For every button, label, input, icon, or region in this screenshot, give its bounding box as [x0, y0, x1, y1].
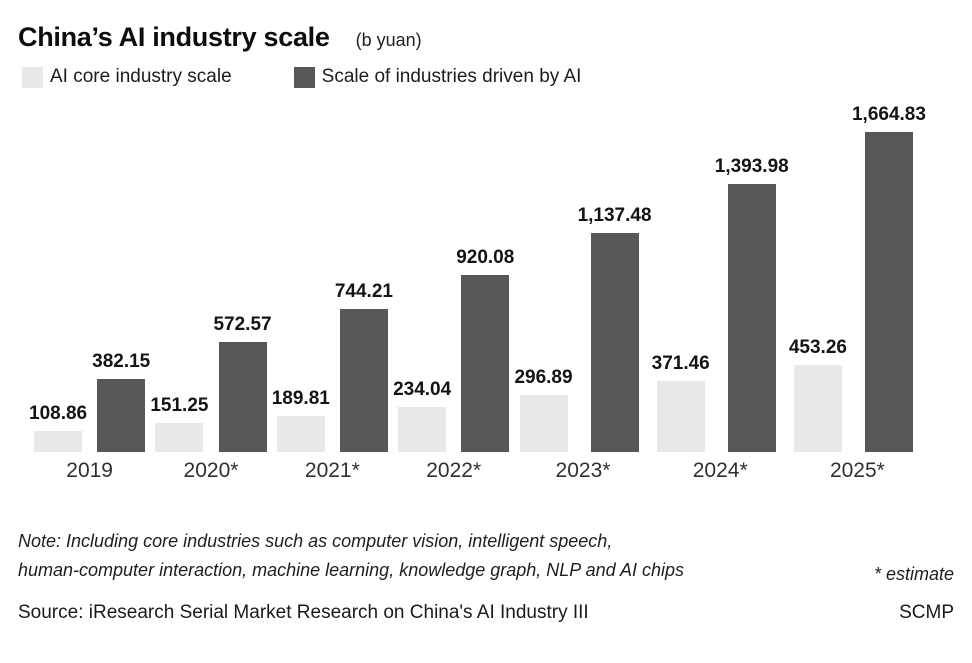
bar-driven: [339, 309, 388, 452]
bar-driven: [218, 342, 267, 452]
bar-value-label: 1,664.83: [851, 104, 926, 125]
bar-column-core: 371.46: [652, 353, 710, 452]
bar-column-driven: 572.57: [213, 314, 272, 452]
bar-value-label: 296.89: [514, 367, 573, 388]
bar-value-label: 453.26: [788, 337, 847, 358]
bar-core: [34, 431, 83, 452]
infographic: China’s AI industry scale (b yuan) AI co…: [16, 22, 956, 624]
bar-column-core: 296.89: [514, 367, 573, 452]
bar-group: 151.25 572.57 2020*: [150, 314, 271, 485]
legend-item-core: AI core industry scale: [22, 66, 232, 88]
bar-group: 371.46 1,393.98 2024*: [652, 156, 789, 485]
legend-label-core: AI core industry scale: [50, 66, 232, 87]
bar-value-label: 920.08: [456, 247, 515, 268]
bar-pair: 108.86 382.15: [29, 351, 150, 452]
bar-value-label: 1,393.98: [714, 156, 789, 177]
bar-value-label: 189.81: [271, 388, 330, 409]
source-row: Source: iResearch Serial Market Research…: [16, 602, 956, 624]
bar-column-driven: 1,137.48: [578, 205, 652, 452]
bar-value-label: 744.21: [334, 281, 393, 302]
bar-driven: [97, 379, 146, 452]
bar-column-core: 453.26: [789, 337, 847, 452]
legend-label-driven: Scale of industries driven by AI: [321, 66, 582, 87]
legend-swatch-core: [22, 66, 43, 88]
estimate-footnote: * estimate: [873, 564, 954, 584]
bar-column-core: 151.25: [150, 395, 208, 452]
bar-core: [793, 365, 842, 452]
bar-core: [519, 395, 568, 452]
bar-column-driven: 920.08: [456, 247, 514, 452]
bar-column-core: 189.81: [272, 388, 330, 452]
bar-core: [398, 407, 447, 452]
units-label: (b yuan): [355, 30, 422, 50]
x-axis-label: 2025*: [829, 459, 885, 482]
credit-text: SCMP: [899, 602, 954, 623]
bar-column-core: 108.86: [29, 403, 87, 452]
bar-pair: 189.81 744.21: [272, 281, 393, 452]
note-line-1: Note: Including core industries such as …: [18, 531, 613, 551]
x-axis-label: 2023*: [555, 459, 611, 482]
bar-chart: 108.86 382.15 2019 151.25 572.57 2020* 189.81 7…: [16, 100, 956, 485]
bar-column-driven: 1,664.83: [852, 104, 926, 452]
bar-core: [276, 416, 325, 452]
bar-group: 234.04 920.08 2022*: [393, 247, 514, 485]
x-axis-label: 2021*: [304, 459, 360, 482]
bar-group: 108.86 382.15 2019: [29, 351, 150, 485]
x-axis-label: 2020*: [183, 459, 239, 482]
x-axis-label: 2022*: [426, 459, 482, 482]
bar-value-label: 382.15: [92, 351, 151, 372]
bar-pair: 151.25 572.57: [150, 314, 272, 452]
bar-column-driven: 382.15: [92, 351, 150, 452]
note-line-2: human-computer interaction, machine lear…: [18, 560, 685, 580]
source-text: Source: iResearch Serial Market Research…: [18, 602, 589, 623]
header: China’s AI industry scale (b yuan): [16, 22, 956, 53]
legend-swatch-driven: [293, 66, 315, 88]
bar-pair: 371.46 1,393.98: [652, 156, 789, 452]
bar-driven: [727, 184, 776, 452]
legend-item-driven: Scale of industries driven by AI: [293, 66, 582, 88]
bar-core: [656, 381, 705, 452]
bar-column-driven: 744.21: [335, 281, 393, 452]
bar-value-label: 1,137.48: [577, 205, 652, 226]
bar-value-label: 108.86: [29, 403, 88, 424]
bar-pair: 296.89 1,137.48: [514, 205, 652, 452]
x-axis-label: 2019: [66, 459, 113, 482]
bar-pair: 453.26 1,664.83: [789, 104, 926, 452]
bar-value-label: 234.04: [393, 379, 452, 400]
bar-group: 189.81 744.21 2021*: [272, 281, 393, 485]
bar-core: [155, 423, 204, 452]
bar-driven: [461, 275, 510, 452]
page-title: China’s AI industry scale: [18, 22, 330, 52]
bar-driven: [590, 233, 639, 452]
x-axis-label: 2024*: [692, 459, 748, 482]
bar-value-label: 151.25: [150, 395, 209, 416]
bar-column-core: 234.04: [393, 379, 451, 452]
bar-group: 296.89 1,137.48 2023*: [514, 205, 651, 485]
bar-group: 453.26 1,664.83 2025*: [789, 104, 926, 485]
legend: AI core industry scale Scale of industri…: [16, 66, 956, 88]
bar-value-label: 572.57: [213, 314, 272, 335]
bar-value-label: 371.46: [651, 353, 710, 374]
note-text: Note: Including core industries such as …: [18, 527, 684, 585]
bar-pair: 234.04 920.08: [393, 247, 514, 452]
bar-column-driven: 1,393.98: [715, 156, 789, 452]
bar-driven: [864, 132, 913, 452]
note-row: Note: Including core industries such as …: [16, 527, 956, 585]
